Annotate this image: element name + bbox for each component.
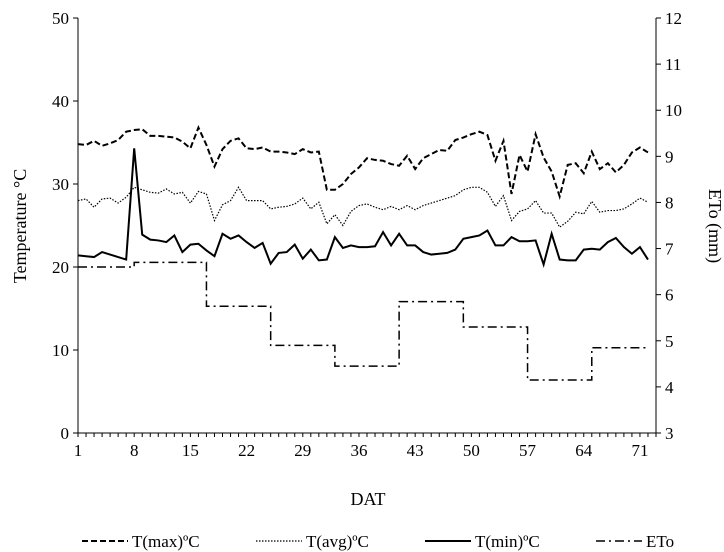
x-tick-label: 15 bbox=[182, 441, 199, 460]
x-tick-label: 36 bbox=[350, 441, 367, 460]
x-tick-label: 64 bbox=[575, 441, 593, 460]
y-axis-right-label: ETo (mm) bbox=[704, 189, 724, 263]
x-tick-label: 43 bbox=[407, 441, 424, 460]
x-tick-label: 1 bbox=[74, 441, 83, 460]
y-left-tick-label: 40 bbox=[52, 92, 69, 111]
y-right-tick-label: 10 bbox=[665, 101, 682, 120]
y-right-tick-label: 12 bbox=[665, 9, 682, 28]
y-right-tick-label: 7 bbox=[665, 240, 674, 259]
legend-label: T(max)ºC bbox=[132, 532, 200, 551]
x-axis-label: DAT bbox=[351, 489, 386, 509]
y-left-tick-label: 0 bbox=[61, 424, 70, 443]
legend: T(max)ºC T(avg)ºC T(min)ºC ETo bbox=[82, 532, 674, 551]
x-tick-label: 50 bbox=[463, 441, 480, 460]
series-line-eto bbox=[78, 261, 648, 381]
x-tick-label: 29 bbox=[294, 441, 311, 460]
series-lines bbox=[77, 124, 649, 381]
y-right-tick-label: 3 bbox=[665, 424, 674, 443]
y-right-tick-label: 6 bbox=[665, 286, 674, 305]
series-line-t-max-c bbox=[77, 124, 649, 201]
x-tick-label: 57 bbox=[519, 441, 537, 460]
y-axis-left-label: Temperature °C bbox=[10, 169, 30, 283]
y-right-tick-label: 9 bbox=[665, 147, 674, 166]
y-right-tick-label: 11 bbox=[665, 55, 681, 74]
y-left-tick-label: 10 bbox=[52, 341, 69, 360]
series-line-t-avg-c bbox=[77, 186, 649, 229]
x-tick-label: 8 bbox=[130, 441, 139, 460]
legend-label: ETo bbox=[646, 532, 674, 551]
y-right-tick-label: 5 bbox=[665, 332, 674, 351]
y-right-tick-label: 8 bbox=[665, 193, 674, 212]
y-right-tick-label: 4 bbox=[665, 378, 674, 397]
x-tick-label: 71 bbox=[631, 441, 648, 460]
y-left-tick-label: 20 bbox=[52, 258, 69, 277]
y-left-tick-label: 50 bbox=[52, 9, 69, 28]
axes: 0 10 20 30 40 50 3 4 5 6 7 8 9 10 11 12 1 8 15 22 29 36 43 50 57… bbox=[52, 9, 682, 460]
legend-label: T(min)ºC bbox=[475, 532, 540, 551]
y-left-tick-label: 30 bbox=[52, 175, 69, 194]
legend-label: T(avg)ºC bbox=[306, 532, 369, 551]
series-line-t-min-c bbox=[77, 148, 649, 269]
x-tick-label: 22 bbox=[238, 441, 255, 460]
